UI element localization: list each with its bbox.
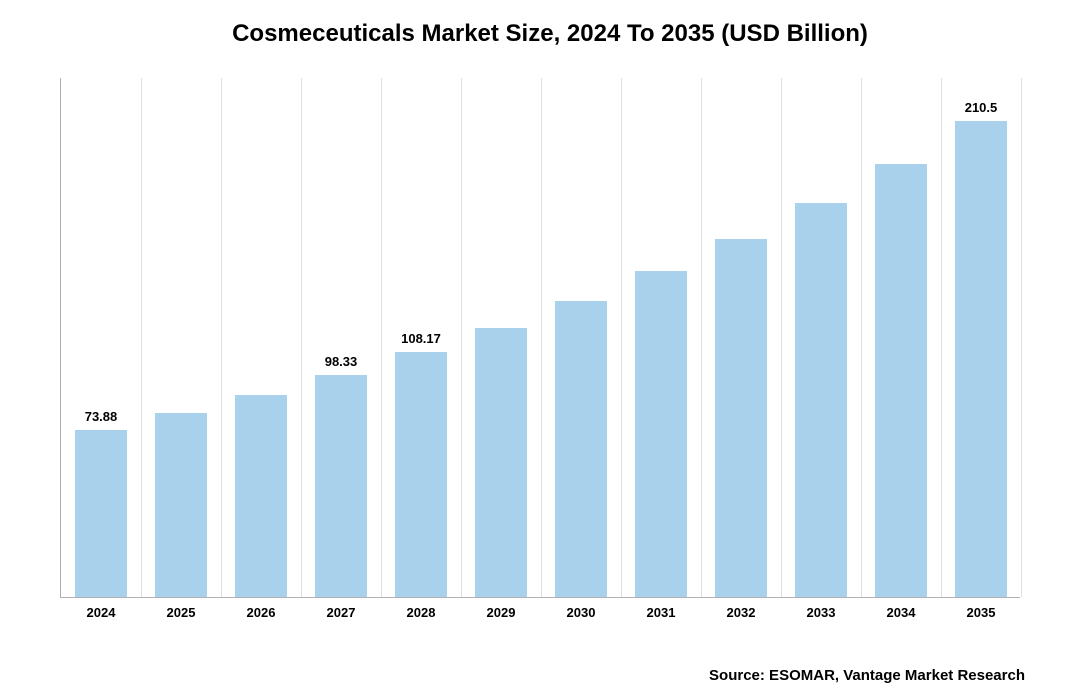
grid-line <box>1021 78 1022 597</box>
bar <box>475 328 527 597</box>
bar <box>955 121 1007 597</box>
x-axis-tick: 2027 <box>327 605 356 620</box>
x-axis-tick: 2028 <box>407 605 436 620</box>
grid-line <box>221 78 222 597</box>
bar <box>235 395 287 597</box>
bar <box>395 352 447 597</box>
chart-title: Cosmeceuticals Market Size, 2024 To 2035… <box>60 20 1040 48</box>
grid-line <box>301 78 302 597</box>
x-axis-tick: 2026 <box>247 605 276 620</box>
bar-value-label: 73.88 <box>61 409 141 424</box>
x-axis-tick: 2030 <box>567 605 596 620</box>
bar <box>75 430 127 597</box>
bar <box>795 203 847 597</box>
x-axis-tick: 2031 <box>647 605 676 620</box>
bar <box>155 413 207 597</box>
source-attribution: Source: ESOMAR, Vantage Market Research <box>709 667 1025 684</box>
bar <box>635 271 687 597</box>
x-axis-tick: 2035 <box>967 605 996 620</box>
x-axis-tick: 2024 <box>87 605 116 620</box>
bar-value-label: 210.5 <box>941 100 1021 115</box>
bar-value-label: 108.17 <box>381 331 461 346</box>
grid-line <box>141 78 142 597</box>
bar-value-label: 98.33 <box>301 354 381 369</box>
bar <box>555 301 607 597</box>
grid-line <box>541 78 542 597</box>
plot-area: 73.8820242025202698.332027108.1720282029… <box>60 78 1020 598</box>
grid-line <box>461 78 462 597</box>
x-axis-tick: 2029 <box>487 605 516 620</box>
chart-container: Cosmeceuticals Market Size, 2024 To 2035… <box>60 20 1040 660</box>
bar <box>715 239 767 597</box>
x-axis-tick: 2025 <box>167 605 196 620</box>
grid-line <box>701 78 702 597</box>
grid-line <box>781 78 782 597</box>
bar <box>875 164 927 597</box>
grid-line <box>621 78 622 597</box>
x-axis-tick: 2032 <box>727 605 756 620</box>
x-axis-tick: 2033 <box>807 605 836 620</box>
x-axis-tick: 2034 <box>887 605 916 620</box>
grid-line <box>941 78 942 597</box>
grid-line <box>861 78 862 597</box>
bar <box>315 375 367 597</box>
